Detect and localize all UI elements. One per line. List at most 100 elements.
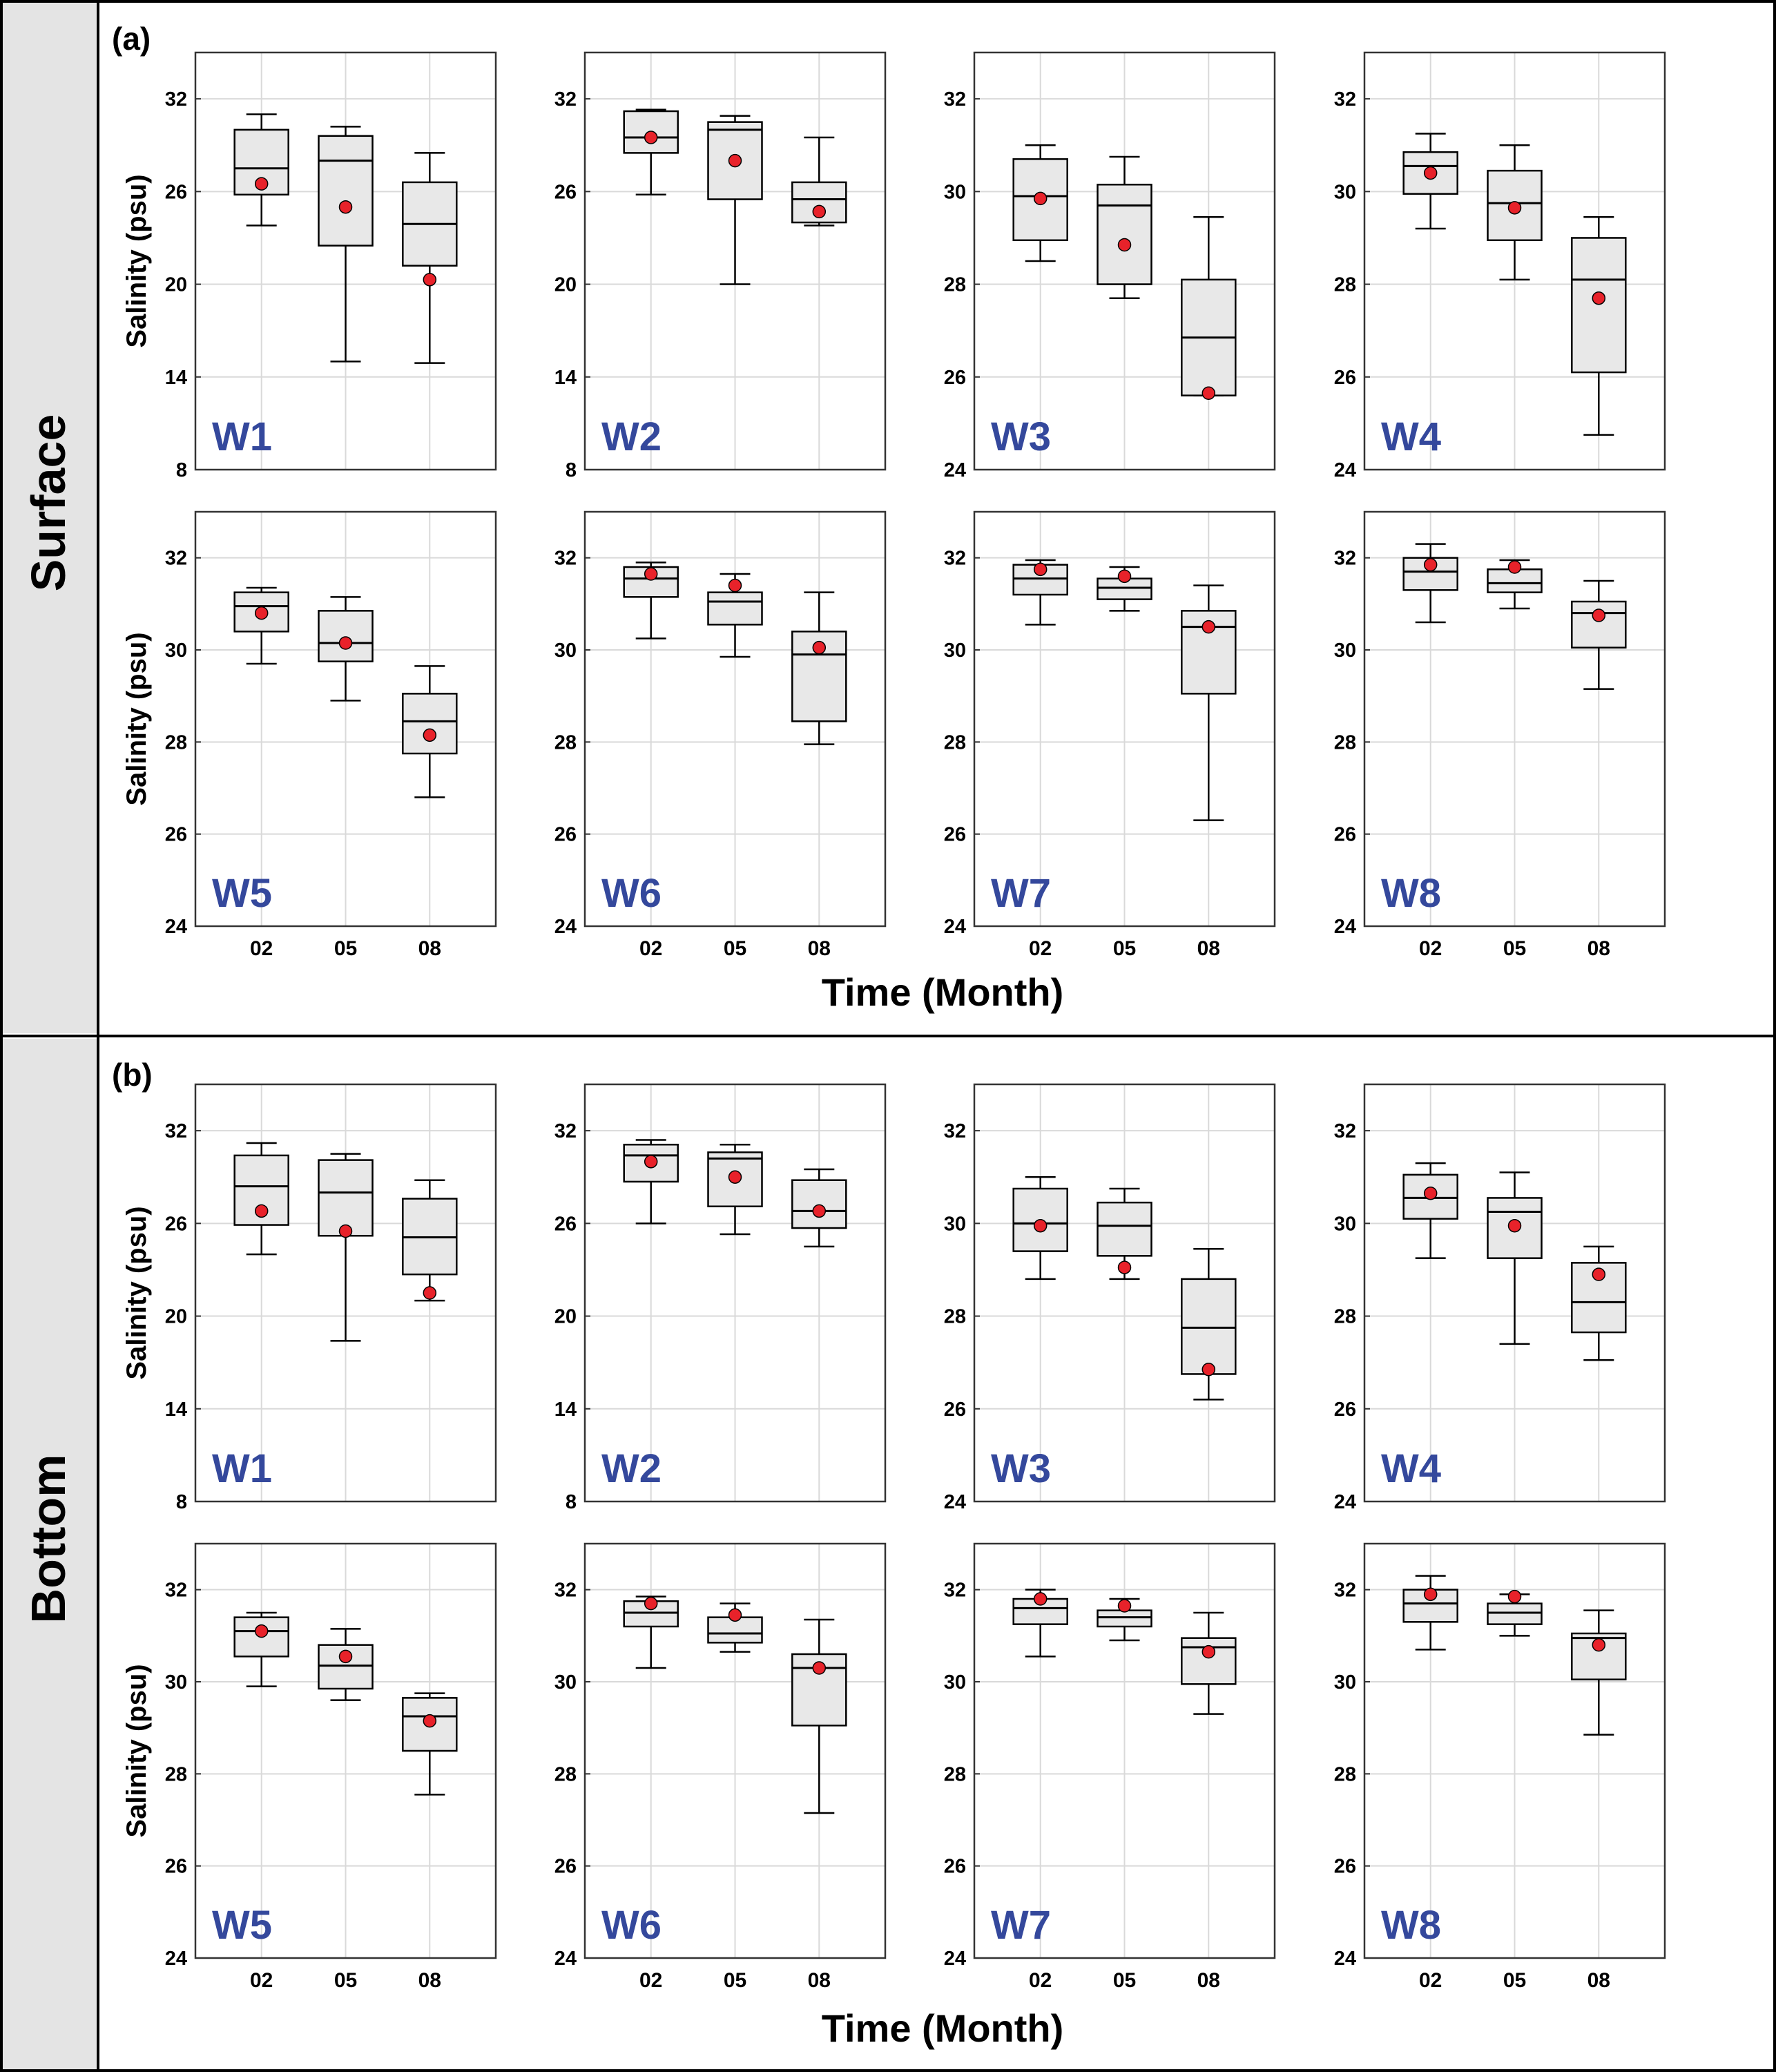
mean-marker bbox=[644, 1155, 658, 1169]
subplot-bottom-w5: 24 26 28 30 32 02 05 08 Salinity (psu) W5 bbox=[122, 1542, 497, 1992]
box-02 bbox=[1402, 1575, 1458, 1651]
y-tick-label: 26 bbox=[1334, 367, 1356, 389]
mean-marker bbox=[644, 131, 658, 144]
mean-marker bbox=[423, 273, 437, 287]
plot-frame bbox=[583, 51, 887, 471]
mean-marker bbox=[254, 177, 269, 191]
x-tick-label: 02 bbox=[1419, 1969, 1442, 1992]
y-tick-label: 32 bbox=[554, 1580, 577, 1602]
iqr-box bbox=[1097, 1201, 1152, 1257]
box-05 bbox=[707, 573, 763, 658]
x-tick-label: 08 bbox=[808, 1969, 831, 1992]
box-02 bbox=[233, 1142, 289, 1256]
mean-marker bbox=[644, 1596, 658, 1611]
box-08 bbox=[1571, 1609, 1627, 1736]
subplot-bottom-w7: 24 26 28 30 32 02 05 08 W7 bbox=[944, 1542, 1276, 1992]
x-tick-label: 05 bbox=[724, 937, 746, 960]
y-tick-label: 28 bbox=[1334, 1306, 1356, 1328]
mean-marker bbox=[728, 1608, 742, 1622]
plot-frame bbox=[194, 51, 497, 471]
mean-marker bbox=[1201, 386, 1216, 401]
section-title: Bottom bbox=[21, 1455, 75, 1624]
iqr-box bbox=[318, 610, 374, 662]
plot-frame bbox=[1363, 1542, 1666, 1959]
y-tick-label: 26 bbox=[554, 1856, 577, 1878]
y-tick-label: 26 bbox=[1334, 824, 1356, 846]
iqr-box bbox=[1487, 1602, 1543, 1625]
box-02 bbox=[1402, 133, 1458, 230]
mean-marker bbox=[254, 1624, 269, 1638]
station-label: W5 bbox=[212, 871, 272, 916]
y-tick-label: 28 bbox=[944, 1763, 966, 1785]
y-tick-label: 32 bbox=[165, 548, 187, 570]
section-title: Surface bbox=[21, 414, 75, 592]
plot-frame bbox=[973, 51, 1276, 471]
box-05 bbox=[707, 1143, 763, 1236]
iqr-box bbox=[1181, 1278, 1237, 1375]
mean-marker bbox=[423, 728, 437, 742]
mean-marker bbox=[812, 204, 827, 219]
subplot-surface-w3: 24 26 28 30 32 W3 bbox=[944, 51, 1276, 481]
x-axis-title: Time (Month) bbox=[822, 2006, 1063, 2050]
y-tick-label: 32 bbox=[554, 548, 577, 570]
station-label: W5 bbox=[212, 1903, 272, 1948]
y-tick-label: 24 bbox=[944, 1491, 966, 1513]
mean-marker bbox=[1507, 1589, 1522, 1604]
mean-marker bbox=[1117, 569, 1132, 584]
subplot-bottom-w8: 24 26 28 30 32 02 05 08 W8 bbox=[1334, 1542, 1666, 1992]
y-tick-label: 28 bbox=[554, 1763, 577, 1785]
y-tick-label: 30 bbox=[1334, 181, 1356, 203]
y-tick-label: 20 bbox=[554, 274, 577, 296]
y-tick-label: 24 bbox=[944, 916, 966, 938]
station-label: W3 bbox=[991, 1446, 1051, 1491]
mean-marker bbox=[1117, 1599, 1132, 1613]
y-tick-label: 24 bbox=[554, 1948, 577, 1970]
y-tick-label: 26 bbox=[554, 1213, 577, 1235]
station-label: W4 bbox=[1381, 414, 1441, 459]
y-axis-title: Salinity (psu) bbox=[122, 174, 152, 347]
box-05 bbox=[707, 1602, 763, 1653]
plot-frame bbox=[194, 1083, 497, 1503]
y-tick-label: 28 bbox=[1334, 274, 1356, 296]
x-tick-label: 08 bbox=[1587, 1969, 1610, 1992]
y-tick-label: 28 bbox=[1334, 731, 1356, 754]
mean-marker bbox=[1423, 1186, 1438, 1200]
x-tick-label: 02 bbox=[1029, 1969, 1052, 1992]
y-tick-label: 30 bbox=[165, 640, 187, 662]
box-02 bbox=[1402, 1162, 1458, 1259]
subplot-surface-w6: 24 26 28 30 32 02 05 08 W6 bbox=[554, 510, 887, 960]
plot-frame bbox=[973, 510, 1276, 928]
box-02 bbox=[233, 586, 289, 665]
y-tick-label: 14 bbox=[165, 367, 187, 389]
y-tick-label: 20 bbox=[165, 1306, 187, 1328]
x-tick-label: 05 bbox=[1503, 937, 1526, 960]
y-tick-label: 26 bbox=[554, 824, 577, 846]
y-tick-label: 32 bbox=[944, 88, 966, 111]
mean-marker bbox=[1201, 1362, 1216, 1376]
iqr-box bbox=[1012, 1598, 1068, 1625]
station-label: W6 bbox=[601, 871, 662, 916]
y-tick-label: 30 bbox=[944, 181, 966, 203]
station-label: W8 bbox=[1381, 871, 1441, 916]
mean-marker bbox=[338, 1649, 353, 1664]
station-label: W1 bbox=[212, 414, 272, 459]
y-tick-label: 8 bbox=[176, 1491, 187, 1513]
y-tick-label: 26 bbox=[165, 1213, 187, 1235]
box-05 bbox=[1487, 144, 1543, 281]
subplot-bottom-w6: 24 26 28 30 32 02 05 08 W6 bbox=[554, 1542, 887, 1992]
box-05 bbox=[318, 596, 374, 702]
mean-marker bbox=[1033, 562, 1048, 577]
iqr-box bbox=[791, 631, 847, 722]
box-08 bbox=[402, 152, 458, 364]
y-tick-label: 24 bbox=[1334, 1948, 1356, 1970]
panel-label: (a) bbox=[112, 21, 151, 57]
y-tick-label: 26 bbox=[944, 367, 966, 389]
box-08 bbox=[402, 1692, 458, 1796]
y-tick-label: 24 bbox=[165, 1948, 187, 1970]
station-label: W8 bbox=[1381, 1903, 1441, 1948]
x-tick-label: 05 bbox=[1113, 1969, 1136, 1992]
station-label: W3 bbox=[991, 414, 1051, 459]
box-02 bbox=[1402, 543, 1458, 624]
station-label: W1 bbox=[212, 1446, 272, 1491]
